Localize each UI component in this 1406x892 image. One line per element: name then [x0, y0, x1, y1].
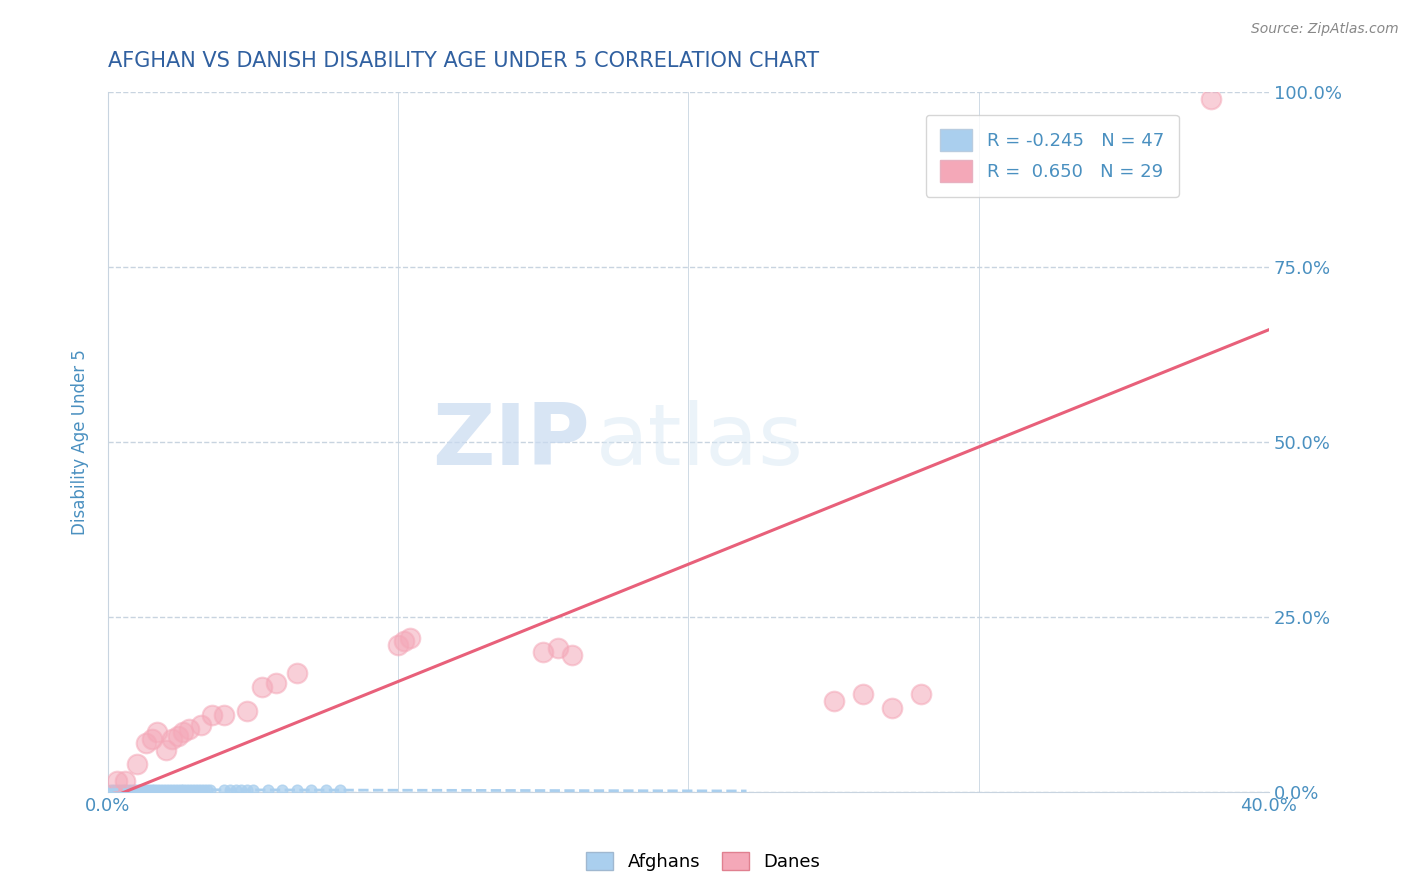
Point: [179, 722, 201, 736]
Point: [187, 783, 209, 797]
Point: [149, 783, 172, 797]
Point: [219, 783, 242, 797]
Point: [285, 783, 308, 797]
Point: [108, 783, 131, 797]
Point: [122, 783, 145, 797]
Point: [242, 783, 264, 797]
Point: [266, 676, 288, 690]
Point: [179, 783, 201, 797]
Point: [225, 783, 247, 797]
Point: [155, 742, 177, 756]
Point: [212, 707, 235, 722]
Y-axis label: Disability Age Under 5: Disability Age Under 5: [72, 349, 89, 534]
Point: [910, 687, 932, 701]
Legend: R = -0.245   N = 47, R =  0.650   N = 29: R = -0.245 N = 47, R = 0.650 N = 29: [925, 115, 1178, 196]
Point: [125, 756, 148, 771]
Point: [212, 783, 235, 797]
Point: [166, 729, 188, 743]
Point: [250, 680, 273, 694]
Text: Source: ZipAtlas.com: Source: ZipAtlas.com: [1251, 22, 1399, 37]
Point: [105, 774, 128, 789]
Point: [138, 783, 160, 797]
Point: [163, 783, 186, 797]
Point: [190, 718, 212, 732]
Point: [169, 783, 191, 797]
Point: [236, 704, 259, 718]
Point: [114, 774, 136, 789]
Point: [157, 783, 180, 797]
Point: [1199, 92, 1222, 106]
Point: [141, 783, 163, 797]
Point: [315, 783, 337, 797]
Point: [146, 783, 169, 797]
Point: [195, 783, 218, 797]
Point: [100, 783, 122, 797]
Point: [146, 725, 169, 739]
Point: [166, 783, 188, 797]
Legend: Afghans, Danes: Afghans, Danes: [579, 845, 827, 879]
Point: [299, 783, 322, 797]
Point: [880, 700, 903, 714]
Point: [398, 631, 420, 645]
Point: [256, 783, 278, 797]
Text: AFGHAN VS DANISH DISABILITY AGE UNDER 5 CORRELATION CHART: AFGHAN VS DANISH DISABILITY AGE UNDER 5 …: [108, 51, 820, 70]
Point: [141, 732, 163, 747]
Point: [172, 725, 194, 739]
Point: [193, 783, 215, 797]
Point: [143, 783, 166, 797]
Point: [547, 641, 569, 656]
Point: [114, 783, 136, 797]
Point: [176, 783, 198, 797]
Point: [236, 783, 259, 797]
Point: [184, 783, 207, 797]
Text: ZIP: ZIP: [432, 401, 589, 483]
Point: [103, 783, 125, 797]
Point: [190, 783, 212, 797]
Point: [231, 783, 253, 797]
Point: [852, 687, 875, 701]
Point: [111, 783, 134, 797]
Point: [129, 783, 152, 797]
Point: [132, 783, 155, 797]
Point: [181, 783, 204, 797]
Point: [152, 783, 174, 797]
Point: [823, 694, 845, 708]
Point: [198, 783, 221, 797]
Point: [271, 783, 294, 797]
Point: [201, 707, 224, 722]
Point: [285, 665, 308, 680]
Point: [117, 783, 139, 797]
Point: [135, 736, 157, 750]
Point: [392, 634, 415, 648]
Point: [125, 783, 148, 797]
Point: [160, 783, 183, 797]
Point: [135, 783, 157, 797]
Point: [329, 783, 352, 797]
Point: [531, 645, 554, 659]
Text: atlas: atlas: [596, 401, 804, 483]
Point: [105, 783, 128, 797]
Point: [160, 732, 183, 747]
Point: [172, 783, 194, 797]
Point: [120, 783, 142, 797]
Point: [155, 783, 177, 797]
Point: [561, 648, 583, 663]
Point: [387, 638, 409, 652]
